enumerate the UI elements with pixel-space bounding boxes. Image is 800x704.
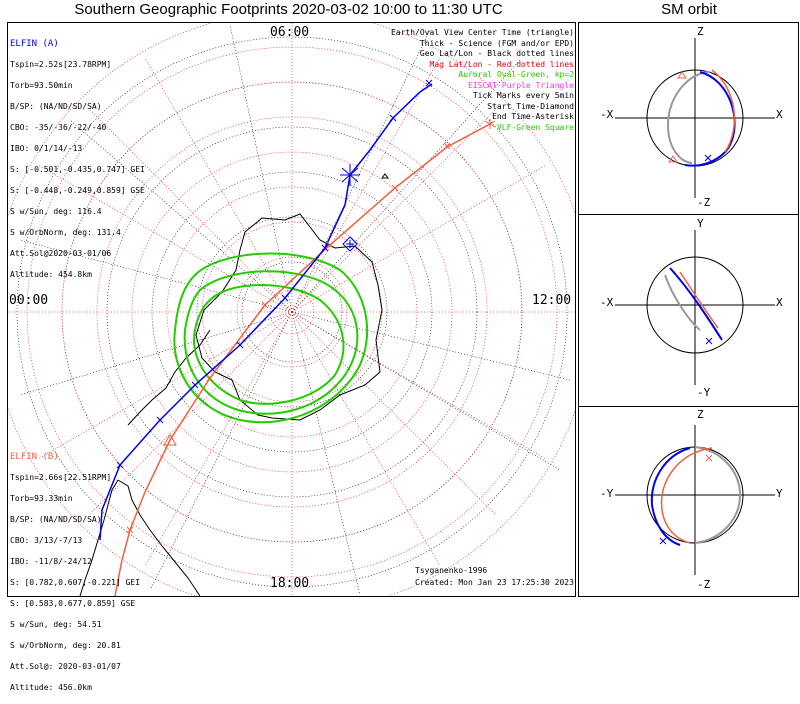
elfin-b-line: S w/Sun, deg: 54.51	[10, 619, 102, 629]
elfin-b-ticks	[126, 119, 496, 534]
legend-entry: Auroral Oval-Green, kp=2	[458, 70, 574, 79]
sm1-top-label: Z	[697, 25, 704, 38]
legend-entry: Earth/Oval View Center Time (triangle)	[390, 28, 574, 37]
sm-panel-2-plot	[615, 230, 775, 385]
elfin-b-line: Att.Sol@: 2020-03-01/07	[10, 661, 121, 671]
sm2-right-label: X	[776, 296, 783, 309]
legend-entry: End Time-Asterisk	[492, 112, 574, 121]
island-1	[381, 173, 389, 179]
footprint-map	[8, 23, 575, 596]
elfin-b-line: Tspin=2.66s[22.51RPM]	[10, 472, 112, 482]
footer-author: Tsyganenko-1996	[415, 566, 488, 575]
sm1-right-label: X	[776, 108, 783, 121]
sm-panel-3-plot	[615, 425, 775, 575]
elfin-a-line: Tspin=2.52s[23.78RPM]	[10, 59, 112, 69]
elfin-b-name: ELFIN (B)	[10, 451, 59, 462]
elfin-a-line: S: [-0.448,-0.249,0.859] GSE	[10, 185, 145, 195]
elfin-a-line: Att.Sol@2020-03-01/06	[10, 248, 112, 258]
sm1-left-label: -X	[600, 108, 614, 121]
plot-title: Southern Geographic Footprints 2020-03-0…	[74, 1, 503, 18]
elfin-a-name: ELFIN (A)	[10, 38, 59, 49]
elfin-a-ticks	[116, 79, 433, 469]
elfin-a-line: B/SP: (NA/ND/SD/SA)	[10, 101, 102, 111]
hour-label-right: 12:00	[532, 293, 572, 308]
elfin-b-end-asterisk	[484, 119, 496, 129]
mag-grid	[8, 23, 575, 596]
legend-entry: Thick - Science (FGM and/or EPD)	[419, 38, 574, 48]
sm-panel-1-plot	[615, 38, 775, 198]
sm-orbit-title: SM orbit	[661, 1, 717, 18]
sm3-right-label: Y	[776, 487, 783, 500]
elfin-b-line: IBO: -11/8/-24/12	[10, 556, 92, 566]
legend-entry: EISCAT-Purple Triangle	[468, 80, 574, 90]
elfin-a-line: Altitude: 454.8km	[10, 269, 92, 279]
hour-label-top: 06:00	[270, 25, 310, 40]
legend-entry: Geo Lat/Lon - Black dotted lines	[419, 49, 574, 58]
elfin-a-start-diamond	[342, 236, 358, 252]
elfin-a-line: CBO: -35/-36/-22/-40	[10, 122, 107, 132]
auroral-oval	[173, 252, 368, 424]
footprint-map-frame	[7, 22, 576, 597]
elfin-a-line: Torb=93.50min	[10, 80, 73, 90]
sm2-top-label: Y	[697, 217, 704, 230]
elfin-b-line: B/SP: (NA/ND/SD/SA)	[10, 514, 102, 524]
elfin-a-line: S w/OrbNorm, deg: 131.4	[10, 227, 121, 237]
elfin-b-line: Torb=93.33min	[10, 493, 73, 503]
legend-entry: Start Time-Diamond	[487, 101, 574, 111]
elfin-b-line: S w/OrbNorm, deg: 20.81	[10, 640, 121, 650]
elfin-b-start-triangle	[163, 434, 177, 446]
elfin-a-line: IBO: 0/1/14/-13	[10, 143, 83, 153]
elfin-a-info: ELFIN (A) Tspin=2.52s[23.78RPM] Torb=93.…	[10, 28, 145, 291]
footer-created: Created: Mon Jan 23 17:25:30 2023	[415, 578, 574, 587]
antarctic-peninsula-outline	[127, 329, 211, 426]
elfin-a-end-asterisk	[340, 164, 360, 186]
sm3-top-label: Z	[697, 408, 704, 421]
hour-label-bottom: 18:00	[270, 576, 310, 591]
sm-orbit-plots	[615, 38, 775, 575]
elfin-a-track	[99, 83, 433, 541]
sm3-left-label: -Y	[600, 487, 614, 500]
elfin-b-line: S: [0.782,0.607,-0.221] GEI	[10, 577, 141, 587]
elfin-b-line: S: [0.583,0.677,0.859] GSE	[10, 598, 136, 608]
hour-label-left: 00:00	[9, 293, 49, 308]
sm1-bottom-label: -Z	[697, 196, 711, 209]
legend-entry: Mag Lat/Lon - Red dotted lines	[429, 59, 575, 69]
legend-entry: VLF-Green Square	[496, 122, 574, 132]
sm2-bottom-label: -Y	[697, 386, 711, 399]
sm3-bottom-label: -Z	[697, 578, 711, 591]
sm2-left-label: -X	[600, 296, 614, 309]
legend: Earth/Oval View Center Time (triangle) Th…	[391, 28, 574, 133]
elfin-a-line: S: [-0.501,-0.435,0.747] GEI	[10, 164, 145, 174]
elfin-a-line: S w/Sun, deg: 116.4	[10, 206, 102, 216]
sm-panel-yz	[578, 406, 799, 597]
legend-entry: Tick Marks every 5min	[472, 91, 574, 100]
elfin-b-line: CBO: 3/13/-7/13	[10, 535, 83, 545]
elfin-b-line: Altitude: 456.0km	[10, 682, 92, 692]
